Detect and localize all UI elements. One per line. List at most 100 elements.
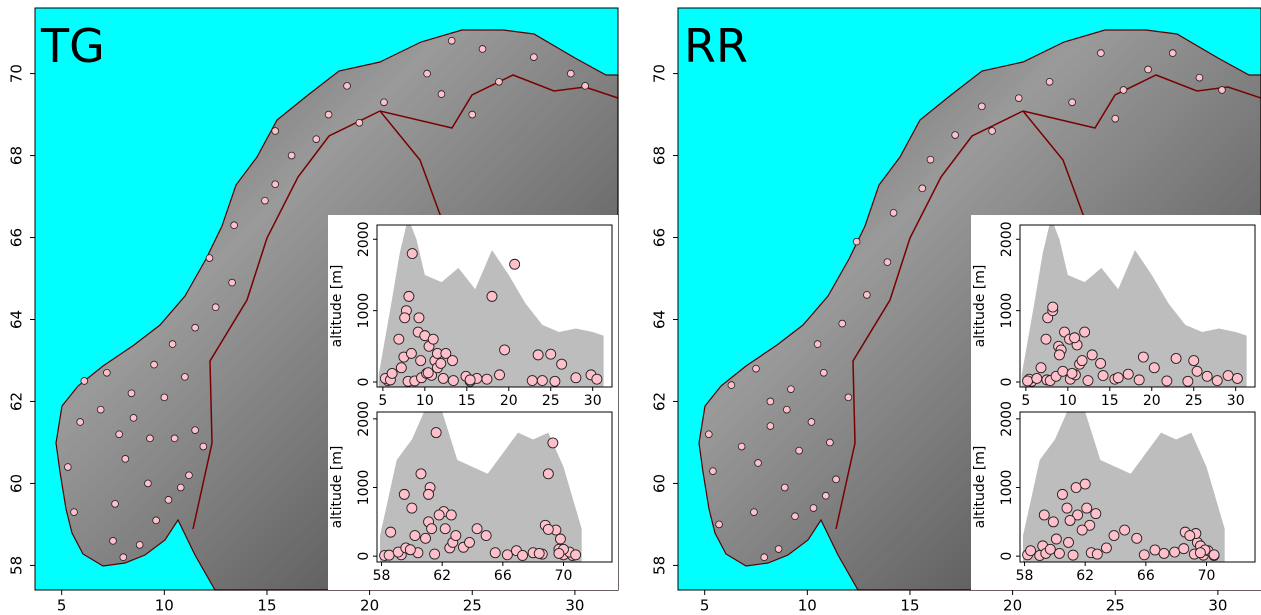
station-altitude — [1057, 365, 1069, 377]
station — [807, 418, 816, 426]
station-altitude — [464, 536, 475, 548]
y-tick-label: 68 — [8, 146, 26, 165]
station — [852, 237, 861, 246]
station — [727, 381, 736, 389]
station-altitude — [1108, 530, 1120, 542]
station-altitude — [1208, 549, 1220, 561]
x-tick-label: 20 — [1003, 597, 1022, 615]
station — [978, 102, 986, 111]
station — [230, 221, 238, 230]
station-altitude — [547, 437, 559, 449]
station-altitude — [555, 533, 566, 545]
station — [261, 196, 269, 205]
station — [1195, 73, 1204, 82]
inset-y-tick-label: 1000 — [999, 470, 1015, 506]
station-altitude — [403, 290, 415, 302]
inset-y-tick-label: 0 — [999, 378, 1015, 387]
inset-x-tick-label: 5 — [378, 393, 387, 409]
station — [1045, 77, 1054, 86]
station-altitude — [415, 355, 427, 367]
station-altitude — [1035, 362, 1047, 374]
station-altitude — [422, 367, 434, 379]
station-altitude — [420, 532, 431, 544]
station-altitude — [1095, 357, 1107, 369]
station-altitude — [481, 373, 493, 385]
station-altitude — [471, 523, 483, 535]
station-altitude — [393, 333, 405, 345]
station — [228, 278, 236, 287]
station-altitude — [383, 549, 395, 561]
station — [704, 430, 713, 439]
station-altitude — [1084, 519, 1096, 531]
inset-plot — [379, 412, 582, 562]
inset-x-tick-label: 30 — [584, 393, 602, 409]
station — [951, 131, 959, 139]
inset-x-tick-label: 25 — [1185, 393, 1203, 409]
station — [181, 373, 189, 381]
inset-frame — [1019, 224, 1256, 388]
inset-x-tick-label: 20 — [1143, 393, 1161, 409]
map-panel: RR 5 10 15 20 25 30 58 60 62 64 66 68 70 5 10 15 20 25 30 0 1… — [651, 7, 1261, 615]
station-altitude — [1025, 545, 1037, 557]
station — [863, 291, 871, 299]
map-panel: TG 5 10 15 20 25 30 58 60 62 64 66 68 70 5 10 15 20 25 30 0 1… — [8, 7, 619, 615]
station-altitude — [1063, 536, 1074, 548]
inset-x-tick-label: 10 — [1059, 393, 1077, 409]
station — [787, 385, 795, 393]
station-altitude — [509, 258, 521, 270]
station-altitude — [1081, 502, 1093, 514]
station-altitude — [440, 348, 452, 359]
station-altitude — [404, 544, 416, 556]
x-tick-label: 20 — [360, 597, 379, 615]
inset-y-tick-label: 2000 — [356, 221, 372, 257]
station-altitude — [1231, 372, 1243, 384]
station-altitude — [1050, 533, 1062, 545]
station-altitude — [1097, 370, 1109, 382]
station — [199, 442, 208, 451]
station — [918, 184, 927, 193]
station-altitude — [433, 509, 445, 521]
station — [170, 434, 179, 443]
station — [780, 483, 789, 492]
station-altitude — [445, 509, 457, 521]
x-tick-label: 10 — [155, 597, 174, 615]
station — [750, 508, 758, 516]
station-altitude — [1222, 370, 1234, 382]
station-altitude — [1178, 543, 1190, 555]
station — [809, 504, 818, 512]
station-altitude — [1133, 374, 1145, 386]
inset-x-tick-label: 25 — [542, 393, 560, 409]
station — [176, 483, 185, 492]
y-tick-label: 62 — [8, 392, 26, 411]
inset-y-tick-label: 0 — [356, 378, 372, 387]
station — [127, 389, 136, 398]
inset-y-tick-label: 2000 — [999, 221, 1015, 257]
station — [103, 368, 111, 377]
inset-y-label: altitude [m] — [972, 265, 988, 348]
station — [889, 209, 898, 217]
station-altitude — [1100, 542, 1112, 554]
station — [205, 254, 214, 262]
station-altitude — [480, 530, 492, 542]
inset-x-tick-label: 70 — [1198, 568, 1216, 584]
station-altitude — [499, 344, 511, 356]
station-altitude — [1201, 370, 1213, 382]
station-altitude — [1031, 372, 1043, 384]
station-altitude — [494, 369, 505, 381]
station — [844, 393, 853, 402]
station-altitude — [532, 349, 544, 361]
station-altitude — [1057, 488, 1068, 500]
inset-plot — [378, 225, 604, 387]
station-altitude — [1091, 548, 1103, 560]
inset-y-label: altitude [m] — [972, 446, 988, 529]
y-tick-label: 60 — [8, 474, 26, 493]
y-tick-label: 64 — [651, 310, 669, 329]
inset-x-tick-label: 62 — [1076, 568, 1094, 584]
inset-x-tick-label: 66 — [1137, 568, 1155, 584]
station — [115, 430, 123, 439]
station-altitude — [501, 549, 513, 561]
inset-y-tick-label: 1000 — [999, 293, 1015, 329]
station — [754, 459, 762, 467]
y-tick-label: 60 — [651, 474, 669, 493]
station-altitude — [1069, 332, 1081, 344]
